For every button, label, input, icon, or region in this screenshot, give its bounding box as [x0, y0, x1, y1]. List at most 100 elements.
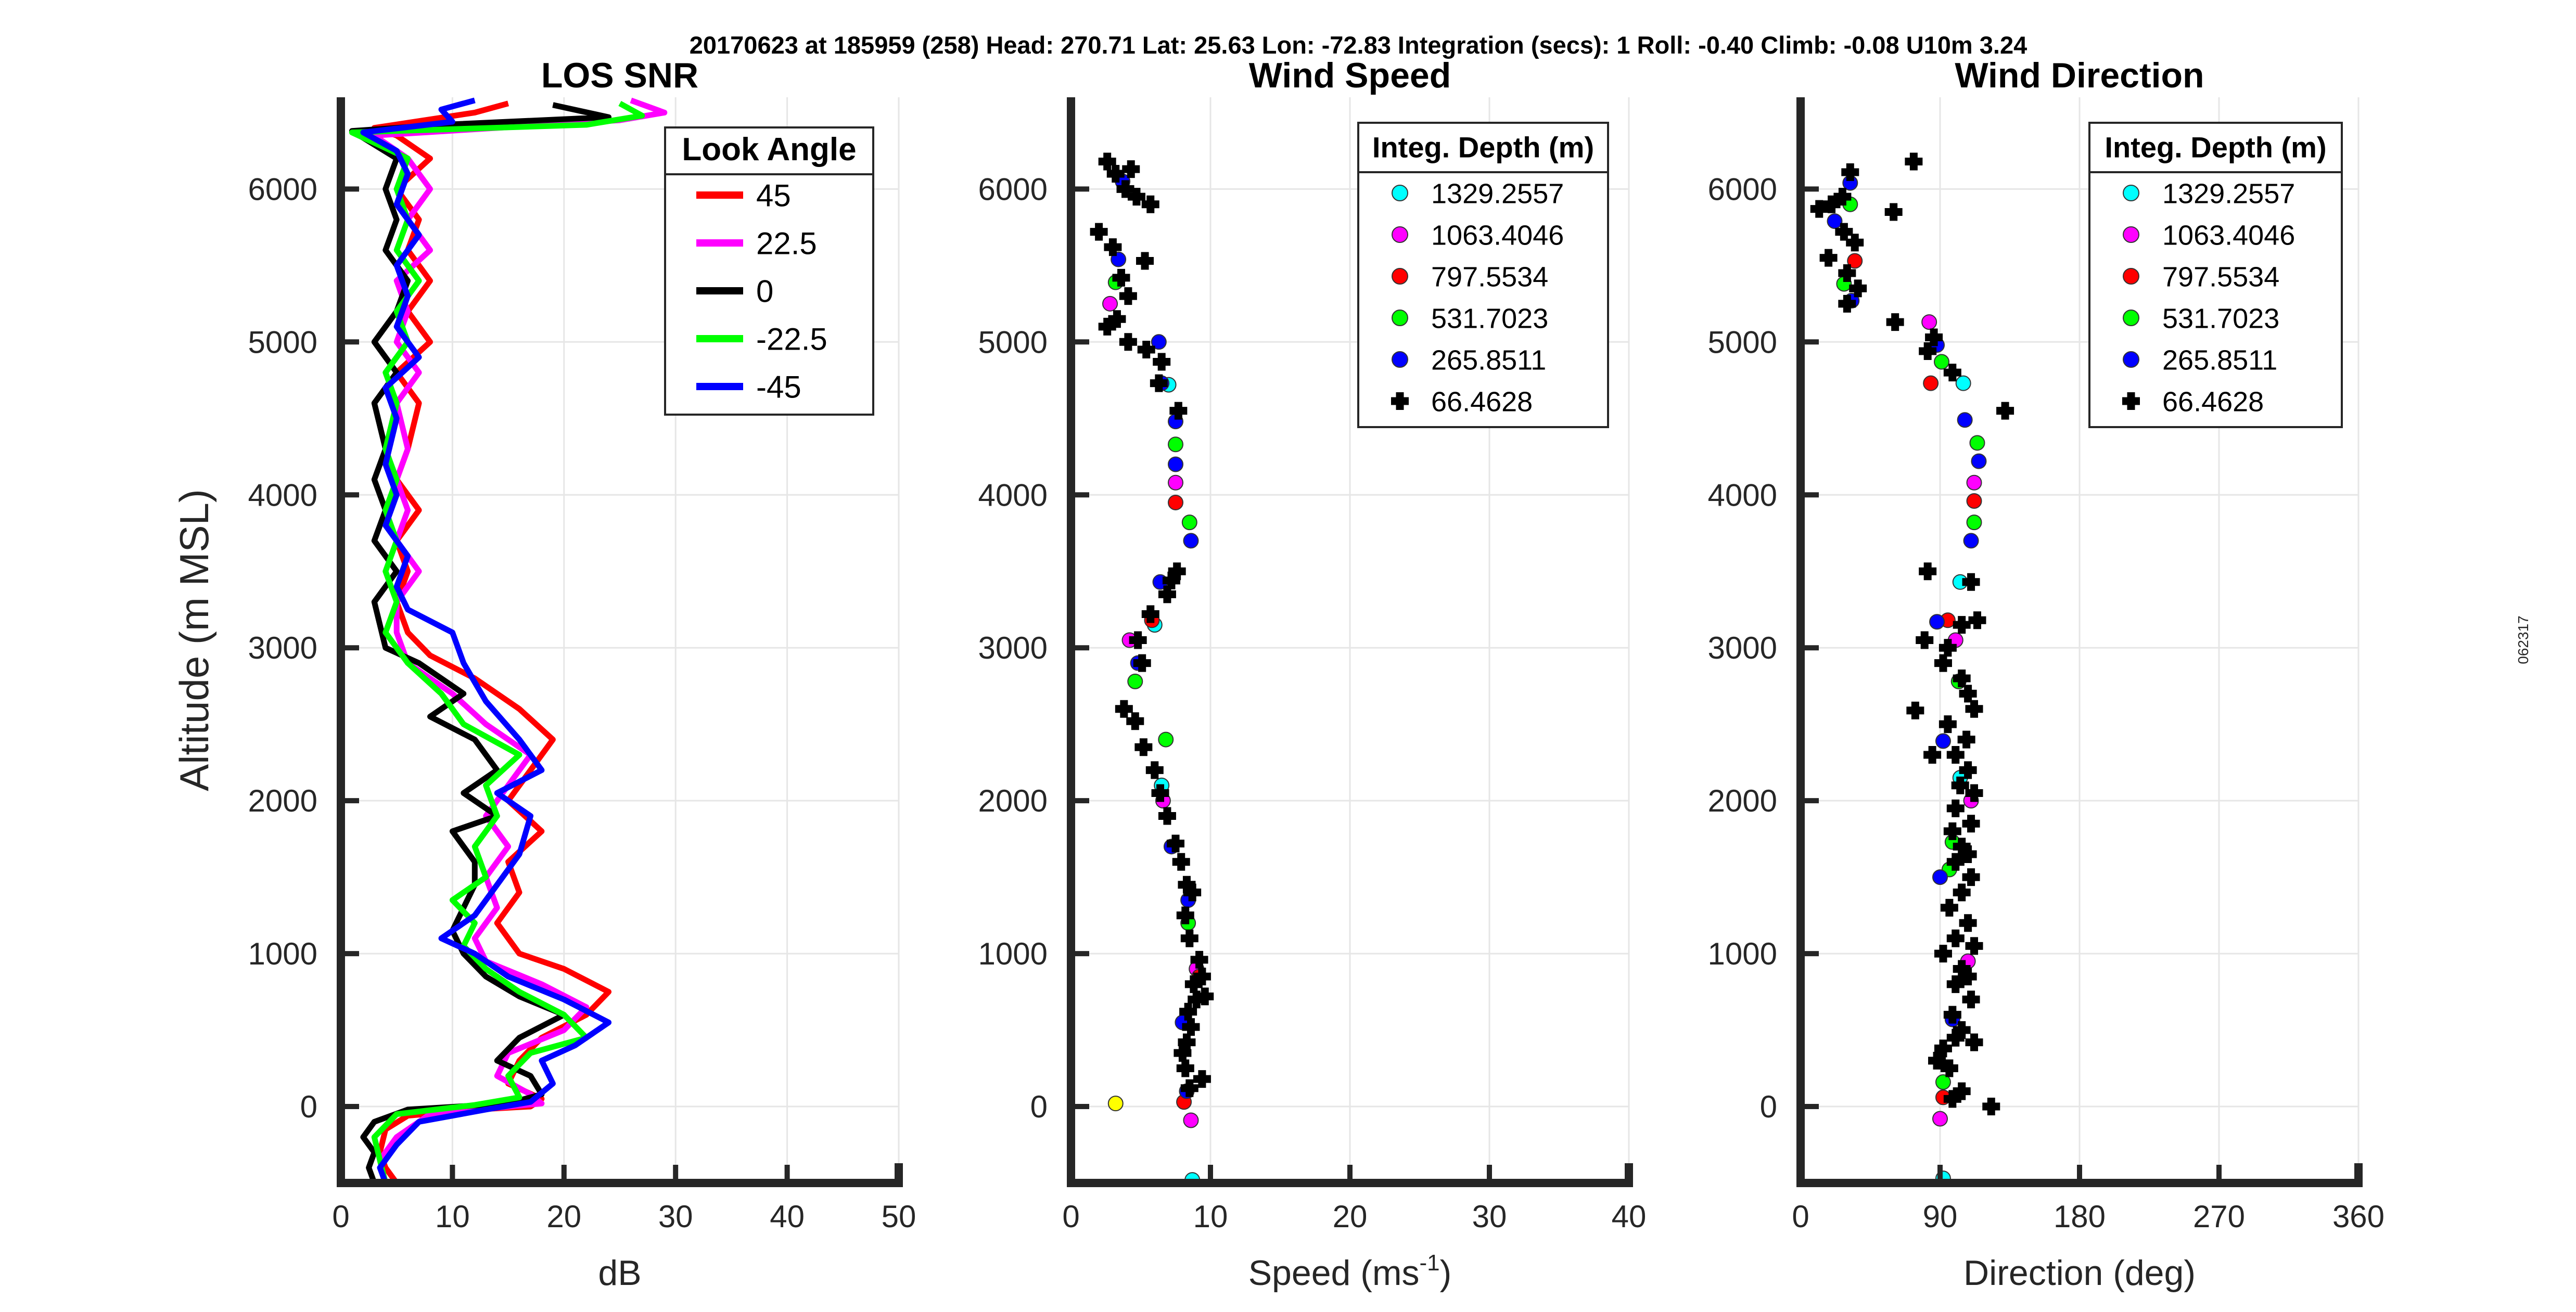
data-point — [1946, 853, 1965, 871]
data-point — [1939, 715, 1957, 734]
x-tick-label: 0 — [1792, 1199, 1809, 1234]
data-point — [1153, 353, 1171, 371]
x-tick-label: 40 — [770, 1199, 805, 1234]
data-point — [1179, 1002, 1197, 1021]
data-point — [1176, 906, 1194, 924]
legend-label: 265.8511 — [1431, 344, 1546, 376]
y-tick-label: 4000 — [978, 478, 1048, 512]
x-tick-label: 0 — [332, 1199, 349, 1234]
data-point — [1982, 1098, 2000, 1116]
x-tick-label: 10 — [1193, 1199, 1228, 1234]
legend-label: -22.5 — [756, 322, 827, 357]
data-point — [1127, 673, 1143, 689]
data-point — [1122, 160, 1140, 178]
data-point — [1178, 1033, 1196, 1051]
wind-speed-plot: 0 10 20 30 40 0 1000 2000 3000 4000 5000 6000 Wind S… — [978, 56, 1647, 1293]
x-tick-label: 50 — [882, 1199, 916, 1234]
data-point — [1935, 733, 1951, 749]
data-point — [1923, 375, 1939, 391]
data-point — [1127, 188, 1145, 206]
data-point — [1174, 1044, 1192, 1062]
y-tick-label: 6000 — [248, 172, 317, 207]
legend-label: 66.4628 — [1431, 386, 1533, 417]
data-point — [1833, 188, 1852, 206]
legend-label: 0 — [756, 274, 773, 309]
x-axis-label: Speed (ms-1) — [1248, 1250, 1452, 1293]
data-point — [1158, 807, 1176, 825]
data-point — [1884, 203, 1903, 221]
data-point — [1141, 195, 1159, 213]
x-axis-label: dB — [598, 1253, 641, 1293]
data-point — [1168, 436, 1183, 453]
plot-title: LOS SNR — [541, 56, 698, 95]
y-tick-label: 3000 — [1708, 631, 1777, 665]
data-point — [1962, 868, 1980, 886]
data-point — [1180, 929, 1198, 947]
data-point — [1181, 514, 1197, 531]
x-tick-label: 20 — [546, 1199, 581, 1234]
data-point — [1946, 1028, 1965, 1047]
data-point — [1965, 1033, 1983, 1051]
data-point — [1919, 342, 1937, 360]
data-point — [1116, 180, 1134, 198]
data-point — [1953, 669, 1971, 687]
legend-swatch — [2123, 351, 2139, 368]
y-tick-label: 0 — [300, 1089, 317, 1124]
data-point — [1971, 453, 1987, 469]
y-tick-label: 2000 — [248, 783, 317, 818]
data-point — [1962, 815, 1980, 833]
data-point — [1819, 249, 1838, 267]
legend-label: -45 — [756, 370, 801, 405]
x-tick-label: 30 — [1472, 1199, 1507, 1234]
legend-label: 1063.4046 — [2162, 220, 2295, 251]
data-point — [1158, 731, 1174, 748]
data-point — [1180, 1079, 1198, 1097]
data-point — [1943, 1006, 1961, 1024]
data-point — [1966, 474, 1982, 491]
x-tick-label: 180 — [2054, 1199, 2106, 1234]
data-point — [1946, 799, 1965, 817]
data-point — [1182, 1018, 1200, 1036]
y-tick-label: 3000 — [978, 631, 1048, 665]
data-point — [1162, 571, 1180, 589]
data-point — [1098, 152, 1116, 171]
data-point — [1193, 1070, 1211, 1088]
data-point — [1838, 264, 1856, 282]
data-point — [1168, 474, 1183, 491]
y-tick-label: 5000 — [1708, 325, 1777, 359]
x-tick-label: 270 — [2193, 1199, 2245, 1234]
data-point — [1959, 685, 1977, 703]
data-point — [1932, 1111, 1948, 1127]
plot-title: Wind Speed — [1249, 56, 1451, 95]
data-point — [1158, 585, 1176, 603]
legend-title: Integ. Depth (m) — [2105, 131, 2326, 164]
data-point — [1151, 334, 1167, 350]
y-tick-label: 1000 — [1708, 936, 1777, 971]
data-point — [1943, 822, 1961, 840]
series-line-22.5 — [371, 97, 668, 1183]
y-tick-label: 5000 — [248, 325, 317, 359]
legend-swatch — [2123, 226, 2139, 243]
wind-direction-plot: 0 90 180 270 360 0 1000 2000 3000 4000 5000 6000 Win… — [1708, 56, 2385, 1293]
data-point — [1934, 945, 1952, 963]
data-point — [1810, 200, 1828, 218]
data-point — [1167, 834, 1184, 853]
data-point — [1141, 605, 1159, 623]
x-tick-label: 40 — [1612, 1199, 1647, 1234]
data-point — [1959, 761, 1977, 779]
x-tick-label: 20 — [1333, 1199, 1368, 1234]
data-point — [1906, 701, 1924, 719]
data-point — [1150, 374, 1168, 392]
data-point — [1102, 295, 1118, 312]
data-point — [1940, 1059, 1958, 1077]
data-point — [1190, 950, 1208, 969]
data-point — [1188, 991, 1206, 1009]
data-point — [1953, 616, 1971, 634]
x-tick-label: 30 — [658, 1199, 693, 1234]
data-point — [1968, 611, 1986, 629]
y-tick-label: 4000 — [1708, 478, 1777, 512]
data-point — [1965, 784, 1983, 802]
data-layer — [1810, 152, 2014, 1183]
legend-label: 1329.2557 — [2162, 178, 2295, 209]
